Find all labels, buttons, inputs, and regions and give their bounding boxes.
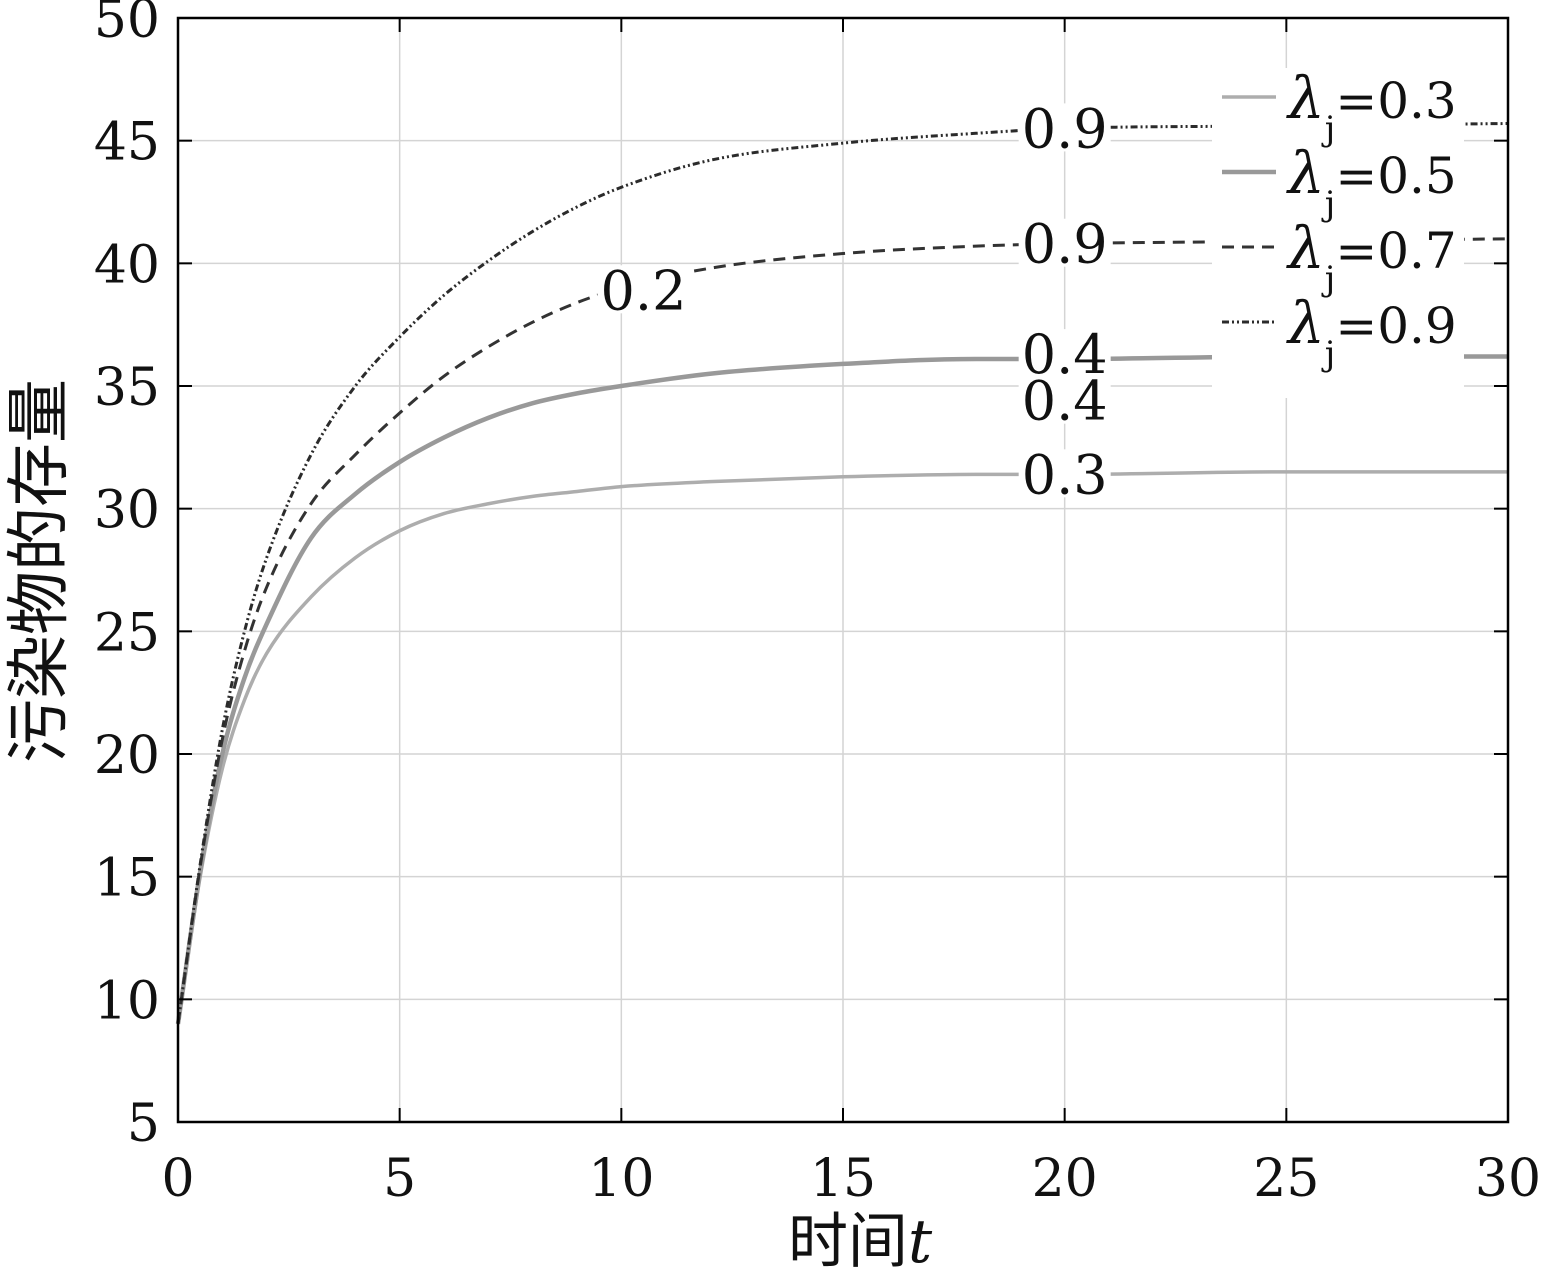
legend-symbol: λ [1286,139,1325,207]
x-tick-label: 30 [1475,1149,1541,1209]
annotation: 0.3 [1018,443,1111,506]
annotation: 0.9 [1018,97,1111,160]
annotation: 0.2 [597,259,690,322]
annotation-background [597,265,690,314]
x-tick-label: 20 [1032,1149,1098,1209]
annotation-background [1018,449,1111,498]
y-tick-label: 20 [94,726,160,786]
y-tick-label: 25 [94,603,160,663]
y-tick-label: 5 [127,1094,160,1154]
annotation: 0.4 [1018,323,1111,386]
annotation-label: 0.3 [1022,443,1108,506]
legend-entry: λj=0.9 [1222,289,1457,374]
legend-value: =0.7 [1335,222,1456,280]
y-tick-labels: 5 10 15 20 25 30 35 40 45 50 [94,0,160,1154]
x-tick-label: 0 [161,1149,194,1209]
annotation-background [1018,329,1111,378]
y-tick-label: 50 [94,0,160,50]
legend-subscript: j [1321,184,1336,224]
legend-label: λj=0.9 [1286,289,1457,374]
tick-marks [177,17,1509,1123]
annotation-background [1018,103,1111,152]
annotation-label: 0.4 [1022,370,1108,433]
x-tick-labels: 0 5 10 15 20 25 30 [161,1149,1541,1209]
annotation-label: 0.4 [1022,323,1108,386]
legend-symbol: λ [1286,64,1325,132]
y-axis-label: 污染物的存量 [3,379,77,763]
annotation-background [1018,375,1111,424]
legend-value: =0.3 [1335,72,1456,130]
legend-background [1212,68,1464,398]
legend-subscript: j [1321,259,1336,299]
legend-label: λj=0.3 [1286,64,1457,149]
x-axis-label: 时间t [788,1207,933,1276]
legend-value: =0.9 [1335,297,1456,355]
x-axis-label-text: 时间 [788,1207,908,1276]
legend-entry: λj=0.7 [1222,214,1457,299]
y-tick-label: 45 [94,113,160,173]
y-tick-label: 35 [94,358,160,418]
annotation-background [1018,218,1111,267]
annotation: 0.4 [1018,370,1111,433]
annotations: 0.9 0.9 0.2 0.40.4 0.3 [597,97,1111,506]
x-tick-label: 25 [1253,1149,1319,1209]
series-line-2 [176,237,1509,1025]
legend: λj=0.3λj=0.5λj=0.7λj=0.9 [1212,64,1464,398]
legend-subscript: j [1321,109,1336,149]
x-axis-label-variable: t [908,1207,933,1276]
x-tick-label: 5 [383,1149,416,1209]
annotation-label: 0.9 [1022,97,1108,160]
x-tick-label: 10 [588,1149,654,1209]
y-tick-label: 15 [94,849,160,909]
annotation: 0.9 [1018,213,1111,276]
legend-label: λj=0.5 [1286,139,1457,224]
legend-value: =0.5 [1335,147,1456,205]
legend-entry: λj=0.5 [1222,139,1457,224]
legend-entry: λj=0.3 [1222,64,1457,149]
y-tick-label: 10 [94,971,160,1031]
legend-label: λj=0.7 [1286,214,1457,299]
legend-subscript: j [1321,334,1336,374]
y-tick-label: 30 [94,481,160,541]
legend-symbol: λ [1286,289,1325,357]
x-tick-label: 15 [810,1149,876,1209]
legend-symbol: λ [1286,214,1325,282]
y-tick-label: 40 [94,235,160,295]
annotation-label: 0.2 [601,259,687,322]
annotation-label: 0.9 [1022,213,1108,276]
